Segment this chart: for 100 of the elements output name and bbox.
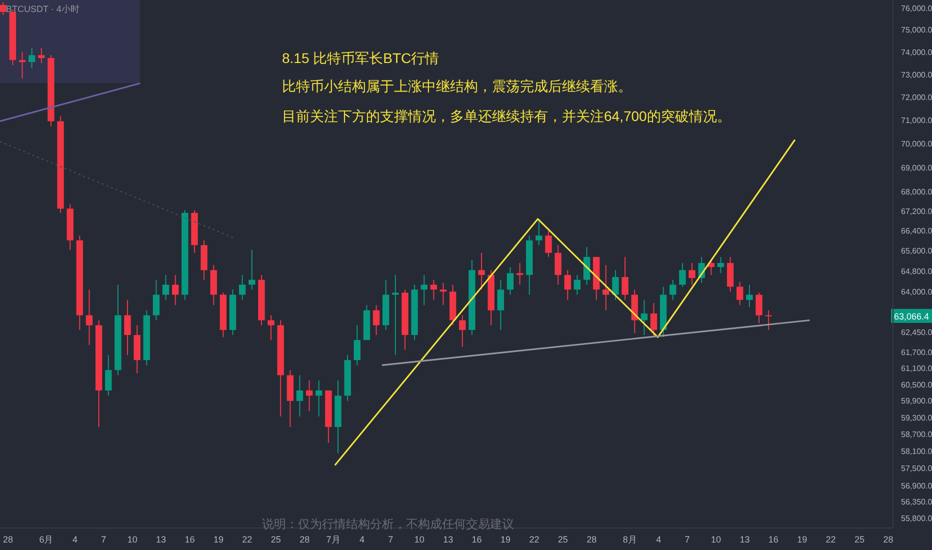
- y-tick-label: 58,700.0: [901, 430, 932, 440]
- y-tick-label: 59,900.0: [901, 396, 932, 406]
- x-tick-label: 13: [443, 534, 454, 544]
- y-tick-label: 69,000.0: [901, 163, 932, 172]
- candlestick: [650, 302, 658, 337]
- x-tick-label: 16: [184, 534, 195, 544]
- x-tick-label: 25: [270, 534, 281, 544]
- candlestick: [545, 230, 552, 258]
- x-tick-label: 16: [768, 534, 778, 544]
- candlestick: [746, 284, 753, 308]
- x-tick-label: 7月: [326, 534, 340, 544]
- y-tick-label: 67,200.0: [901, 206, 932, 216]
- y-tick-label: 65,600.0: [901, 246, 932, 256]
- y-tick-label: 58,100.0: [901, 447, 932, 456]
- candlestick: [554, 244, 562, 286]
- x-tick-label: 28: [2, 534, 13, 544]
- y-tick-label: 62,450.0: [901, 328, 932, 337]
- x-tick-label: 10: [710, 534, 721, 544]
- y-tick-label: 61,700.0: [901, 348, 932, 357]
- y-tick-label: 70,000.0: [901, 140, 932, 149]
- y-tick-label: 60,500.0: [901, 380, 932, 390]
- candlestick: [765, 310, 772, 330]
- y-tick-label: 59,300.0: [901, 413, 932, 422]
- annotation: 目前关注下方的支撑情况，多单还继续持有，并关注64,700的突破情况。: [282, 108, 731, 126]
- candlestick: [238, 274, 246, 300]
- x-tick-label: 10: [127, 534, 138, 544]
- y-tick-label: 55,800.0: [901, 514, 932, 523]
- y-tick-label: 66,400.0: [901, 226, 932, 236]
- candlestick: [86, 289, 93, 346]
- y-tick-label: 73,000.0: [901, 70, 932, 80]
- candlestick: [459, 314, 466, 348]
- candlestick: [105, 354, 112, 396]
- candlestick: [306, 380, 313, 412]
- candlestick: [316, 380, 322, 417]
- candlestick: [28, 48, 36, 69]
- x-tick-label: 25: [558, 534, 568, 544]
- candlestick: [172, 274, 179, 306]
- x-tick-label: 4: [656, 534, 662, 544]
- candlestick: [564, 270, 571, 300]
- y-tick-label: 74,000.0: [901, 48, 932, 57]
- candlestick: [536, 218, 542, 246]
- x-tick-label: 10: [414, 534, 424, 544]
- x-tick-label: 8月: [622, 534, 637, 544]
- candlestick: [268, 314, 274, 341]
- x-tick-label: 22: [826, 534, 836, 544]
- x-tick-label: 28: [883, 534, 894, 544]
- x-tick-label: 19: [500, 534, 511, 544]
- candlestick: [506, 266, 514, 296]
- annotation: 说明：仅为行情结构分析，不构成任何交易建议: [262, 516, 514, 533]
- y-tick-label: 56,350.0: [901, 498, 932, 507]
- x-tick-label: 6月: [39, 534, 54, 544]
- candlestick: [430, 279, 438, 300]
- y-tick-label: 64,800.0: [901, 266, 932, 276]
- x-tick-label: 7: [101, 534, 106, 544]
- candlestick: [679, 262, 686, 288]
- candlestick: [354, 324, 360, 366]
- candlestick: [670, 279, 676, 300]
- y-tick-label: 76,000.0: [901, 4, 932, 13]
- candlestick: [478, 252, 485, 290]
- candlestick: [372, 304, 380, 336]
- y-tick-label: 64,000.0: [901, 287, 932, 296]
- x-tick-label: 22: [529, 534, 540, 544]
- candlestick: [18, 52, 26, 80]
- x-tick-label: 7: [684, 534, 690, 544]
- x-tick-label: 28: [300, 534, 310, 544]
- x-tick-label: 25: [854, 534, 865, 544]
- candlestick: [726, 256, 734, 292]
- x-tick-label: 19: [213, 534, 224, 544]
- candlestick: [497, 279, 504, 330]
- candlestick: [688, 262, 696, 286]
- x-tick-label: 7: [388, 534, 394, 544]
- candlestick: [440, 282, 447, 306]
- y-tick-label: 61,100.0: [901, 364, 932, 373]
- x-tick-label: 4: [359, 534, 364, 544]
- candlestick: [0, 2, 6, 16]
- candlestick: [124, 299, 131, 356]
- y-tick-label: 68,000.0: [901, 187, 932, 196]
- candlestick: [622, 256, 628, 300]
- y-tick-label: 57,500.0: [901, 464, 932, 474]
- x-tick-label: 13: [156, 534, 166, 544]
- candlestick: [152, 279, 160, 321]
- candlestick: [574, 274, 581, 296]
- x-tick-label: 28: [586, 534, 597, 544]
- candlestick: [162, 274, 170, 300]
- candlestick: [756, 292, 762, 324]
- candlestick: [516, 262, 524, 286]
- candlestick: [420, 274, 428, 306]
- x-tick-label: 19: [797, 534, 808, 544]
- candlestick: [736, 281, 744, 306]
- candlestick: [640, 299, 648, 336]
- x-tick-label: 13: [740, 534, 750, 544]
- y-tick-label: 71,000.0: [901, 116, 932, 126]
- x-tick-label: 22: [242, 534, 252, 544]
- candlestick: [296, 374, 304, 417]
- candlestick: [38, 48, 45, 64]
- x-tick-label: 4: [72, 534, 78, 544]
- candlestick: [612, 270, 619, 300]
- y-tick-label: 72,000.0: [901, 93, 932, 102]
- y-tick-label: 75,000.0: [901, 26, 932, 35]
- candlestick: [602, 264, 610, 311]
